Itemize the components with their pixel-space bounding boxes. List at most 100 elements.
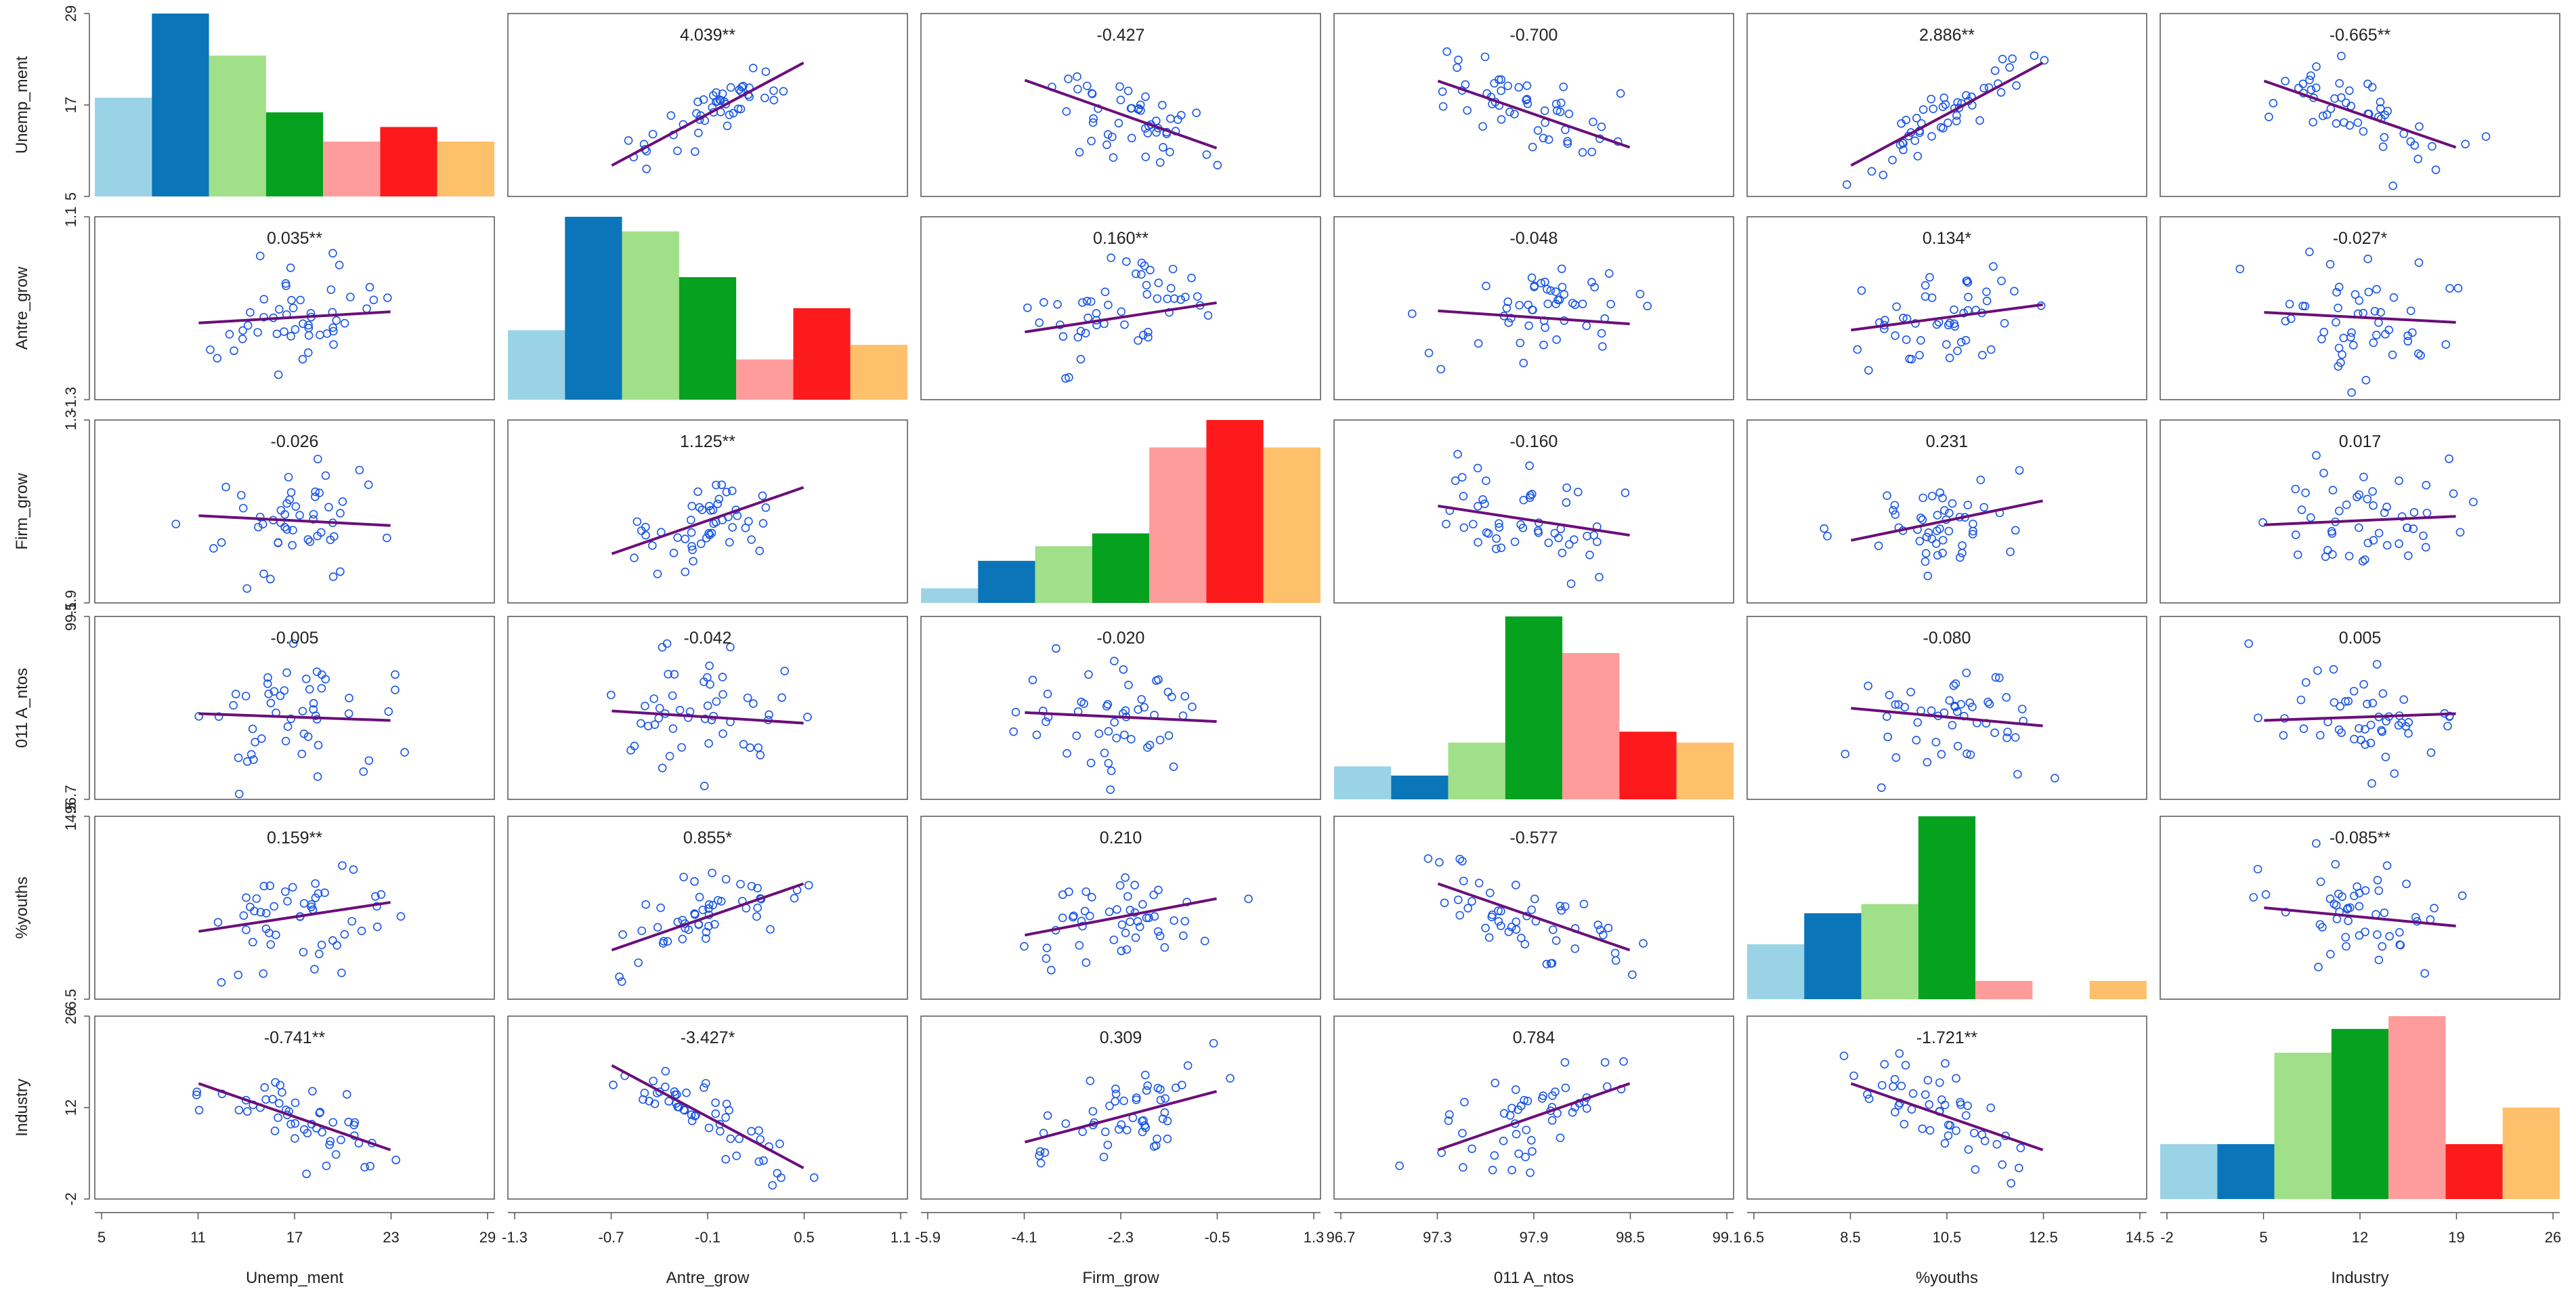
data-point [1557,264,1566,274]
data-point [1962,1111,1971,1120]
data-point [694,128,703,138]
data-point [261,1095,270,1104]
data-point [1921,549,1931,558]
data-point [1072,731,1081,740]
panel-frame [2160,216,2560,400]
data-point [1169,762,1178,772]
panel-frame [920,1015,1321,1200]
data-point [1474,502,1482,511]
data-point [1969,526,1977,536]
data-point [259,569,268,579]
data-point [259,295,269,303]
data-point [617,977,626,986]
data-point [747,1127,756,1136]
data-point [2281,77,2290,86]
data-point [1083,297,1092,306]
data-point [1558,282,1567,292]
data-point [255,512,265,522]
data-point [713,97,722,106]
data-point [1560,1057,1570,1067]
data-point [2363,495,2372,503]
data-point [1935,488,1945,497]
data-point [1460,1097,1469,1107]
data-point [1177,110,1186,120]
data-point [1119,665,1128,674]
data-point [1079,699,1088,708]
data-point [1551,936,1561,945]
data-point [1983,698,1992,707]
data-point [1142,280,1151,290]
data-point [1061,1119,1071,1128]
histogram-bar [978,560,1035,603]
panel-frame [920,616,1321,800]
histogram-bar [2502,1108,2560,1199]
data-point [809,1173,819,1182]
data-point [340,318,349,328]
x-tick-label: 96.7 [1327,1229,1356,1246]
data-point [1146,266,1155,274]
data-point [1075,148,1084,157]
data-point [1606,299,1615,309]
fit-line [1437,79,1631,149]
data-point [712,88,721,97]
data-point [700,782,709,791]
data-point [1047,965,1056,975]
fit-line [1025,301,1217,334]
data-point [2312,450,2321,460]
data-point [1424,348,1434,358]
data-point [400,748,409,757]
data-point [1950,305,1958,314]
data-point [758,519,768,528]
data-point [1927,293,1937,302]
data-point [1961,336,1971,345]
panel-frame [2160,616,2560,800]
data-point [726,83,735,92]
data-point [217,978,226,987]
x-tick-label: 26 [2545,1229,2561,1246]
histogram-bar [679,277,737,400]
data-point [2449,489,2458,499]
data-point [1423,854,1433,863]
data-point [1938,548,1947,558]
data-point [2301,678,2311,687]
data-point [1087,136,1096,146]
histogram-bar [2388,1016,2446,1199]
histogram-bar [793,308,851,400]
coefficient-label: 4.039** [680,26,735,45]
data-point [1140,1070,1150,1080]
data-point [1084,670,1093,679]
data-point [1559,82,1568,91]
data-point [708,868,716,877]
data-point [743,693,752,702]
data-point [1144,333,1153,342]
data-point [2337,93,2346,102]
data-point [1864,366,1873,375]
data-point [648,541,657,550]
data-point [1499,1109,1509,1118]
data-point [1842,180,1851,189]
data-point [687,1110,696,1119]
panel-frame [94,616,495,800]
x-axis-title: %youths [1916,1269,1978,1287]
data-point [260,1083,270,1092]
data-point [1043,1111,1052,1120]
data-point [1474,879,1484,887]
data-point [1877,783,1886,792]
x-tick-label: 8.5 [1840,1229,1861,1246]
data-point [2376,98,2385,106]
data-point [2258,518,2267,527]
data-point [1442,47,1452,56]
data-point [1891,510,1900,519]
y-tick-label: 26 [62,1008,79,1024]
data-point [2285,299,2294,309]
data-point [305,537,315,546]
histogram-bar [2445,1144,2503,1199]
data-point [1883,712,1891,721]
data-point [1892,302,1901,311]
data-point [726,1134,735,1143]
data-point [2415,122,2424,131]
data-point [346,293,355,301]
data-point [1959,308,1969,318]
data-point [670,1087,679,1096]
data-point [2390,769,2399,778]
